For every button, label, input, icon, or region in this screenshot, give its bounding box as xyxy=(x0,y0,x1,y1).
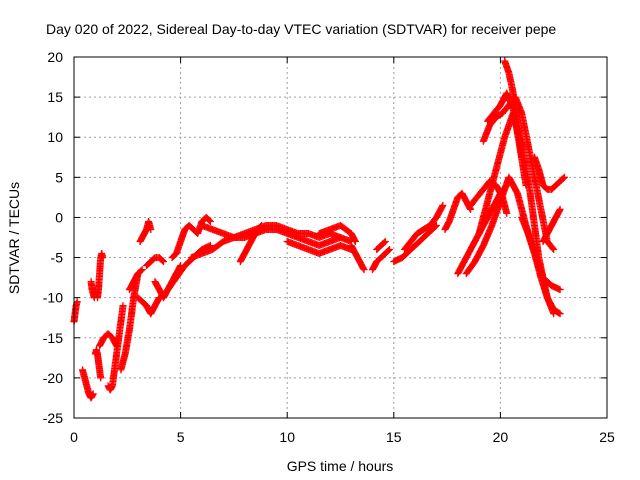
chart-title: Day 020 of 2022, Sidereal Day-to-day VTE… xyxy=(46,21,556,37)
data-point-marker xyxy=(431,223,439,230)
data-point-marker xyxy=(386,246,393,253)
series-sat-ag xyxy=(501,57,526,161)
data-point-marker xyxy=(205,217,213,224)
y-tick-label: -10 xyxy=(43,290,63,306)
series-sat-r xyxy=(236,222,266,266)
y-tick-label: 0 xyxy=(55,209,63,225)
series-sat-x xyxy=(390,222,440,266)
data-point-marker xyxy=(556,286,564,294)
plot-frame xyxy=(73,56,608,419)
data-point-marker xyxy=(556,205,564,213)
data-point-marker xyxy=(432,222,440,229)
data-point-marker xyxy=(206,218,214,225)
series-sat-s xyxy=(283,238,355,257)
y-tick-label: 10 xyxy=(47,129,63,145)
data-point-marker xyxy=(97,374,105,382)
data-point-marker xyxy=(560,173,568,181)
data-point-marker xyxy=(257,223,264,230)
y-tick-label: -25 xyxy=(43,410,63,426)
data-point-marker xyxy=(119,302,127,310)
series-sat-d xyxy=(91,346,105,382)
series-layer xyxy=(70,57,568,402)
series-sat-ah xyxy=(518,213,564,318)
data-point-marker xyxy=(147,226,155,233)
y-tick-label: -20 xyxy=(43,370,63,386)
series-sat-y xyxy=(401,201,447,253)
data-point-marker xyxy=(522,181,530,189)
data-point-marker xyxy=(258,222,266,229)
series-sat-l xyxy=(143,254,167,270)
series-sat-g xyxy=(104,302,127,394)
series-sat-v xyxy=(369,246,393,274)
data-point-marker xyxy=(439,201,447,209)
data-point-marker xyxy=(337,234,344,241)
y-tick-label: 15 xyxy=(47,89,63,105)
y-tick-label: -15 xyxy=(43,330,63,346)
y-tick-label: 5 xyxy=(55,169,63,185)
series-sat-t xyxy=(315,222,359,245)
x-tick-label: 5 xyxy=(177,429,185,445)
data-point-marker xyxy=(381,238,389,245)
y-tick-label: 20 xyxy=(47,49,63,65)
data-point-marker xyxy=(549,244,557,252)
data-point-marker xyxy=(380,239,388,246)
y-axis-label: SDTVAR / TECUs xyxy=(6,182,22,294)
data-point-marker xyxy=(518,153,526,161)
data-point-marker xyxy=(89,390,97,398)
series-sat-w xyxy=(373,238,389,253)
series-sat-i xyxy=(125,266,146,294)
data-point-marker xyxy=(359,264,367,272)
y-tick-label: -5 xyxy=(51,250,64,266)
data-point-marker xyxy=(559,174,567,182)
data-point-marker xyxy=(351,238,359,245)
x-tick-label: 0 xyxy=(70,429,78,445)
x-tick-label: 15 xyxy=(386,429,402,445)
data-point-marker xyxy=(556,310,564,318)
series-sat-ai xyxy=(531,153,568,193)
series-sat-j xyxy=(136,218,155,245)
x-axis-label: GPS time / hours xyxy=(287,458,394,474)
x-tick-label: 25 xyxy=(599,429,615,445)
series-sat-b xyxy=(79,366,97,402)
data-point-marker xyxy=(99,254,107,262)
data-point-marker xyxy=(138,266,146,274)
x-tick-label: 10 xyxy=(279,429,295,445)
data-point-marker xyxy=(360,266,368,274)
series-sat-k xyxy=(134,294,163,318)
data-point-marker xyxy=(137,267,145,275)
series-sat-aj xyxy=(539,205,564,245)
data-point-marker xyxy=(555,309,563,317)
tick-layer: 0 5 10 15 20 25 -25 -20 -15 -10 -5 0 5 10 15 20 xyxy=(43,49,615,445)
series-sat-e xyxy=(94,250,107,302)
data-point-marker xyxy=(73,298,81,306)
series-sat-h xyxy=(117,270,142,374)
x-tick-label: 20 xyxy=(493,429,509,445)
data-point-marker xyxy=(503,209,511,217)
series-sat-u xyxy=(347,242,368,274)
data-point-marker xyxy=(160,258,167,266)
data-point-marker xyxy=(159,257,166,265)
data-point-marker xyxy=(550,246,558,253)
data-point-marker xyxy=(385,247,392,254)
